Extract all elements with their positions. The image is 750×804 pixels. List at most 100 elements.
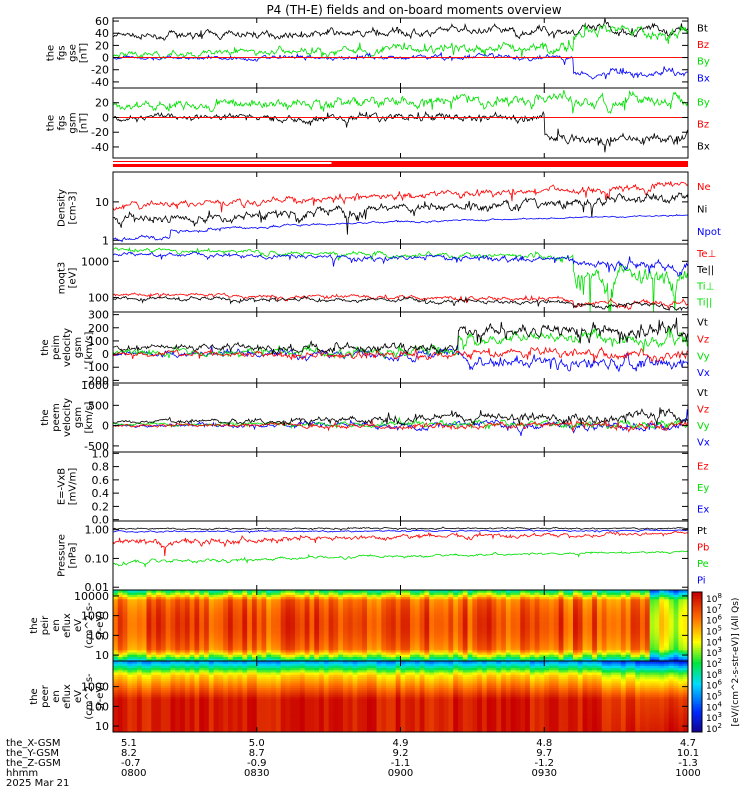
legend-pi: Pi	[697, 575, 706, 586]
y-axis-label: peim	[51, 335, 62, 360]
y-tick-label: 300	[88, 309, 109, 322]
y-axis-label: the	[40, 409, 51, 425]
y-axis-label: velocity	[62, 398, 73, 437]
y-axis-label: [nT]	[79, 113, 90, 133]
legend-ez: Ez	[697, 461, 709, 472]
y-axis-label: eflux	[62, 613, 73, 638]
series-pi	[113, 530, 688, 533]
y-tick-label: -40	[91, 76, 109, 89]
y-tick-label: 40	[95, 27, 109, 40]
plot-title: P4 (TH-E) fields and on-board moments ov…	[266, 3, 561, 17]
y-tick-label: 0.6	[92, 474, 110, 487]
y-axis-label: [nPa]	[68, 542, 79, 568]
y-tick-label: 60	[95, 15, 109, 28]
y-axis-label: gse	[68, 44, 79, 62]
y-tick-label: -20	[91, 64, 109, 77]
panel-frame	[113, 383, 688, 452]
y-axis-label: en	[51, 619, 62, 632]
y-tick-label: 0.2	[92, 500, 110, 513]
legend-vy: Vy	[697, 351, 710, 362]
panel-frame	[113, 88, 688, 158]
series-npot	[113, 215, 688, 242]
y-axis-label: sr-eV)	[95, 611, 106, 640]
y-tick-label: 1.00	[85, 524, 110, 537]
y-tick-label: 1.0	[92, 447, 110, 460]
legend-by: By	[697, 98, 710, 109]
y-tick-label: -40	[91, 141, 109, 154]
y-tick-label: 0	[102, 111, 109, 124]
series-tiperp	[113, 248, 688, 312]
y-axis-label: Density	[57, 189, 68, 227]
panel-frame	[113, 172, 688, 244]
y-axis-label: eV	[73, 619, 84, 632]
y-axis-label: the	[46, 45, 57, 61]
y-axis-label: (cm^2-s-	[84, 602, 95, 649]
legend-vx: Vx	[697, 437, 710, 448]
legend-ni: Ni	[697, 205, 707, 216]
legend-bz: Bz	[697, 40, 709, 51]
y-axis-label: velocity	[62, 328, 73, 367]
y-tick-label: 1000	[81, 255, 109, 268]
legend-vx: Vx	[697, 368, 710, 379]
legend-vz: Vz	[697, 405, 709, 416]
y-tick-label: 0	[102, 52, 109, 65]
legend-pt: Pt	[697, 526, 707, 537]
y-axis-label: [km/s]	[84, 331, 95, 363]
y-axis-label: [km/s]	[84, 401, 95, 433]
y-tick-label: 10000	[74, 590, 109, 603]
legend-vy: Vy	[697, 421, 710, 432]
series-by	[113, 90, 688, 113]
legend-vt: Vt	[697, 318, 708, 329]
y-tick-label: 0	[102, 348, 109, 361]
y-axis-label: peir	[40, 615, 51, 635]
legend-vt: Vt	[697, 388, 708, 399]
legend-pe: Pe	[697, 559, 709, 570]
series-bx	[113, 112, 688, 152]
y-tick-label: 20	[95, 39, 109, 52]
y-axis-label: the	[46, 115, 57, 131]
y-axis-label: the	[40, 339, 51, 355]
legend-bz: Bz	[697, 119, 709, 130]
y-tick-label: -20	[91, 126, 109, 139]
series-ne	[113, 181, 688, 212]
y-tick-label: 20	[95, 97, 109, 110]
y-tick-label: 0	[102, 420, 109, 433]
legend-te||: Te||	[696, 265, 714, 276]
legend-bx: Bx	[697, 73, 710, 84]
y-tick-label: 0.4	[92, 487, 110, 500]
legend-ex: Ex	[697, 504, 709, 515]
series-ni	[113, 193, 688, 235]
y-axis-label: gsm	[73, 407, 84, 428]
y-axis-label: gsm	[73, 337, 84, 358]
legend-by: By	[697, 57, 710, 68]
y-axis-label: fgs	[57, 45, 68, 60]
legend-npot: Npot	[697, 227, 721, 238]
y-tick-label: 100	[88, 292, 109, 305]
legend-ey: Ey	[697, 483, 709, 494]
series-pe	[113, 551, 688, 567]
legend-bx: Bx	[697, 141, 710, 152]
legend-ti||: Ti||	[696, 298, 712, 309]
y-tick-label: 10	[95, 649, 109, 662]
series-tipar	[113, 252, 688, 276]
legend-ti⊥: Ti⊥	[696, 281, 714, 292]
y-tick-label: 0.8	[92, 461, 110, 474]
y-axis-label: [eV]	[68, 268, 79, 289]
y-tick-label: 0.10	[85, 552, 110, 565]
legend-bt: Bt	[697, 23, 708, 34]
panel-frame	[113, 452, 688, 521]
legend-pb: Pb	[697, 543, 709, 554]
legend-ne: Ne	[697, 182, 711, 193]
y-axis-label: gsm	[68, 112, 79, 133]
y-axis-label: peem	[51, 403, 62, 431]
